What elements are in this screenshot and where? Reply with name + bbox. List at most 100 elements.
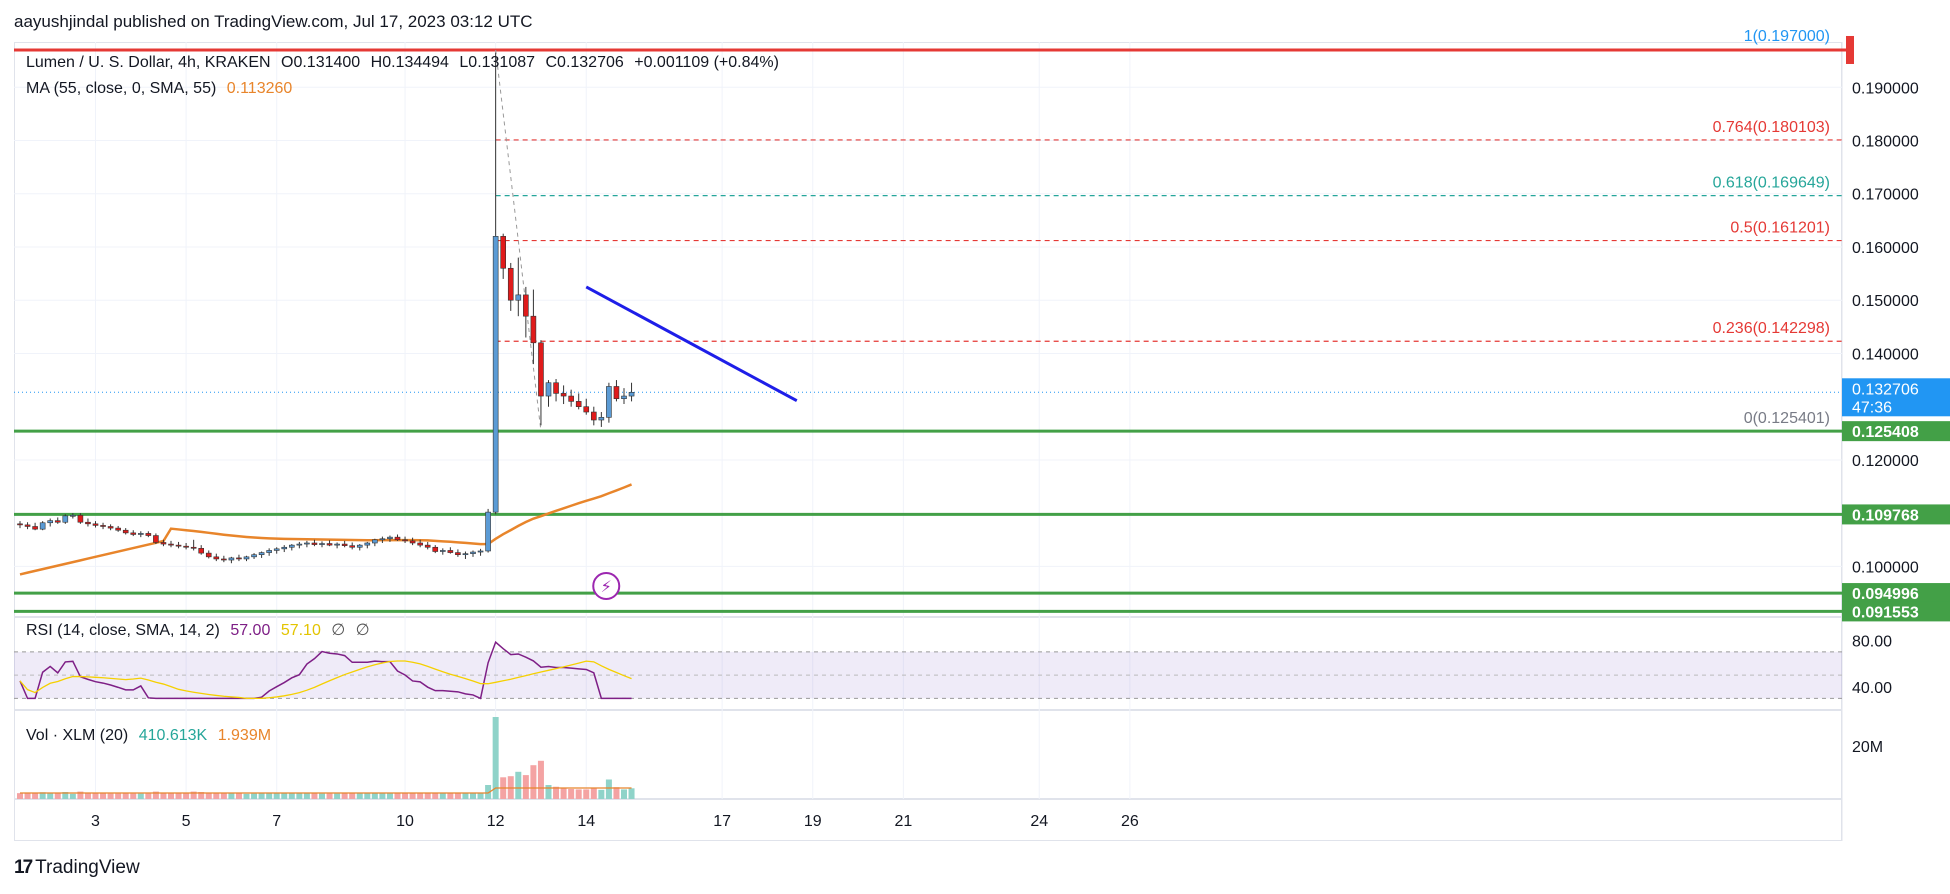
rsi-empty-2: ∅ bbox=[355, 622, 370, 639]
volume-bar bbox=[205, 792, 212, 799]
volume-bar bbox=[326, 793, 333, 799]
rsi-legend: RSI (14, close, SMA, 14, 2) 57.00 57.10 … bbox=[26, 620, 376, 640]
tradingview-footer[interactable]: 17 TradingView bbox=[14, 857, 140, 879]
candle-body bbox=[598, 417, 605, 421]
candle-body bbox=[281, 546, 288, 550]
candle-body bbox=[266, 550, 272, 553]
volume-bar bbox=[235, 793, 242, 799]
volume-bar bbox=[47, 792, 54, 799]
candle-body bbox=[477, 550, 484, 553]
tradingview-brand: TradingView bbox=[35, 857, 140, 878]
symbol-name[interactable]: Lumen / U. S. Dollar, 4h, KRAKEN bbox=[26, 54, 271, 71]
volume-bar bbox=[470, 793, 476, 799]
candle-body bbox=[545, 382, 552, 397]
volume-bar bbox=[273, 793, 280, 799]
volume-bar bbox=[605, 779, 612, 799]
candle-body bbox=[175, 544, 182, 547]
volume-bar bbox=[198, 792, 205, 799]
volume-bar bbox=[386, 793, 393, 799]
time-tick-label: 17 bbox=[713, 813, 731, 830]
candle-body bbox=[455, 552, 461, 556]
candle-body bbox=[190, 546, 197, 549]
candle-body bbox=[394, 536, 401, 541]
time-tick-label: 7 bbox=[272, 813, 281, 830]
volume-bar bbox=[485, 785, 492, 799]
volume-bar bbox=[349, 793, 356, 799]
volume-bar bbox=[560, 788, 567, 799]
price-tick-label: 0.100000 bbox=[1852, 559, 1919, 576]
volume-bar bbox=[266, 792, 273, 799]
support-level-tag-label: 0.109768 bbox=[1852, 507, 1919, 524]
close-value: C0.132706 bbox=[545, 54, 624, 71]
candle-body bbox=[288, 544, 295, 548]
volume-bar bbox=[152, 791, 159, 799]
volume-bar bbox=[598, 789, 605, 799]
volume-bar bbox=[621, 789, 627, 799]
volume-bar bbox=[364, 793, 371, 799]
volume-bar bbox=[477, 793, 484, 799]
volume-bar bbox=[379, 793, 386, 799]
volume-bar bbox=[100, 793, 107, 799]
ma-value: 0.113260 bbox=[226, 80, 293, 97]
candle-body bbox=[92, 523, 99, 526]
price-tick-label: 0.140000 bbox=[1852, 346, 1919, 363]
rsi-ma-line bbox=[19, 660, 632, 700]
volume-bar bbox=[462, 792, 469, 799]
price-tick-label: 0.180000 bbox=[1852, 133, 1919, 150]
volume-label[interactable]: Vol · XLM (20) bbox=[26, 727, 129, 744]
candle-body bbox=[70, 515, 76, 517]
rsi-label[interactable]: RSI (14, close, SMA, 14, 2) bbox=[26, 622, 220, 639]
candle-body bbox=[311, 542, 318, 545]
candle-body bbox=[590, 411, 597, 421]
candle-body bbox=[447, 550, 454, 553]
candle-body bbox=[409, 540, 416, 544]
volume-legend: Vol · XLM (20) 410.613K 1.939M bbox=[26, 727, 277, 745]
fib-level-label: 1(0.197000) bbox=[1744, 28, 1830, 45]
time-tick-label: 10 bbox=[396, 813, 414, 830]
volume-bar bbox=[432, 792, 439, 799]
candle-body bbox=[560, 393, 567, 397]
candle-body bbox=[130, 532, 137, 535]
time-tick-label: 19 bbox=[804, 813, 822, 830]
time-tick-label: 24 bbox=[1030, 813, 1048, 830]
candle-body bbox=[54, 520, 61, 523]
candle-body bbox=[205, 552, 212, 558]
event-marker-icon bbox=[592, 572, 621, 600]
candle-body bbox=[387, 536, 393, 540]
volume-bar bbox=[32, 792, 39, 799]
volume-tick-label: 20M bbox=[1852, 739, 1883, 756]
volume-bar bbox=[84, 792, 91, 799]
candle-body bbox=[17, 523, 23, 526]
candle-body bbox=[417, 542, 423, 546]
volume-bar bbox=[454, 792, 461, 799]
candle-body bbox=[77, 515, 84, 523]
rsi-tick-label: 40.00 bbox=[1852, 680, 1892, 697]
ma-label[interactable]: MA (55, close, 0, SMA, 55) bbox=[26, 80, 217, 97]
candle-body bbox=[115, 527, 121, 531]
support-level-tag-label: 0.094996 bbox=[1852, 586, 1919, 603]
volume-bar bbox=[341, 793, 348, 799]
candle-body bbox=[304, 542, 310, 545]
volume-bar bbox=[122, 793, 129, 799]
candle-body bbox=[613, 386, 620, 400]
support-level-tag bbox=[1842, 583, 1950, 604]
volume-ma-value: 1.939M bbox=[217, 727, 272, 744]
candle-body bbox=[575, 401, 582, 407]
fib-level-label: 0.764(0.180103) bbox=[1713, 119, 1830, 136]
volume-bar bbox=[522, 775, 529, 799]
candle-body bbox=[107, 526, 114, 529]
volume-bar bbox=[130, 793, 137, 799]
volume-bar bbox=[281, 793, 288, 799]
candle-body bbox=[485, 511, 491, 552]
lightning-icon: ⚡ bbox=[601, 577, 612, 596]
candle-body bbox=[32, 526, 38, 530]
price-tick-label: 0.120000 bbox=[1852, 453, 1919, 470]
candle-body bbox=[553, 382, 559, 394]
time-tick-label: 21 bbox=[894, 813, 912, 830]
volume-bar bbox=[190, 791, 197, 799]
last-price-tag bbox=[1842, 378, 1950, 417]
candle-body bbox=[183, 545, 189, 548]
candle-body bbox=[500, 236, 507, 269]
candle-body bbox=[228, 557, 235, 561]
